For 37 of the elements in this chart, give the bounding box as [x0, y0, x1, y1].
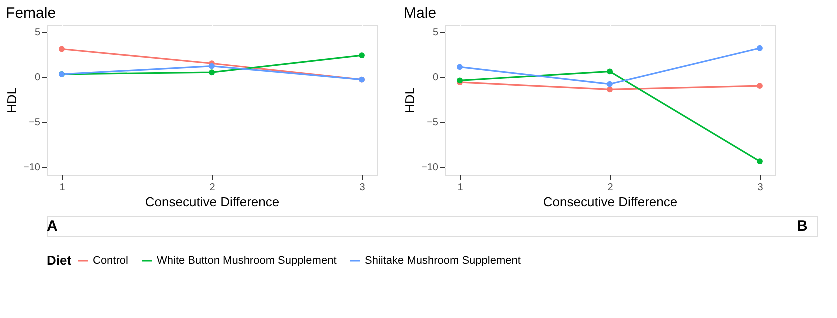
y-tick-label: −10 [422, 162, 439, 174]
x-tick-label: 2 [210, 182, 216, 194]
point [607, 81, 613, 88]
point [607, 68, 613, 75]
y-tick-label: −5 [427, 118, 439, 129]
point [359, 52, 365, 58]
x-tick-label: 1 [458, 182, 464, 194]
y-tick-label: 0 [34, 72, 41, 84]
text: B [797, 218, 808, 235]
x-tick-label: 2 [608, 182, 614, 194]
x-tick-label: 1 [60, 182, 66, 194]
y-axis-title: HDL [4, 87, 20, 114]
y-tick-label: 0 [432, 72, 439, 84]
point [209, 70, 215, 76]
y-axis-title: HDL [402, 87, 418, 114]
chart-title: Female [6, 5, 56, 22]
text: A [47, 218, 58, 235]
x-tick-label: 3 [758, 182, 764, 194]
point [209, 63, 215, 70]
point [757, 83, 763, 90]
y-tick-label: −10 [24, 162, 41, 174]
point [757, 158, 763, 164]
y-tick-label: 5 [432, 28, 439, 39]
point [607, 86, 613, 93]
chart-title: Male [404, 5, 437, 22]
y-tick-label: −5 [29, 118, 41, 129]
point [757, 45, 763, 52]
x-axis-title: Consecutive Difference [543, 194, 678, 210]
legend-title: Diet [47, 253, 72, 268]
legend-label: White Button Mushroom Supplement [157, 255, 337, 267]
point [59, 46, 65, 52]
x-axis-title: Consecutive Difference [145, 194, 280, 210]
legend-label: Control [93, 255, 128, 267]
x-tick-label: 3 [360, 182, 366, 194]
point [457, 64, 463, 70]
y-tick-label: 5 [34, 28, 41, 39]
legend-label: Shiitake Mushroom Supplement [365, 255, 521, 267]
